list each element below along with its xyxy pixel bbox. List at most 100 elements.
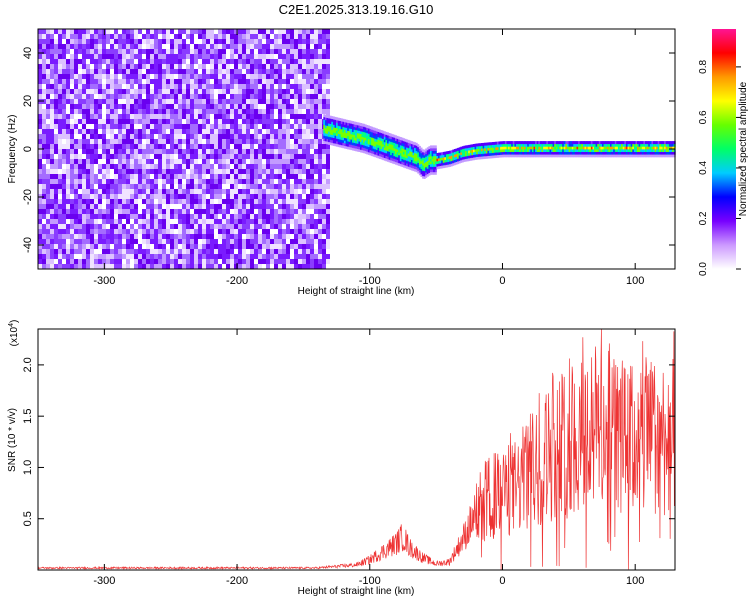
spectrogram-cell xyxy=(363,147,366,151)
spectrogram-cell xyxy=(501,141,504,145)
spectrogram-cell xyxy=(385,150,388,154)
spectrogram-cell xyxy=(114,34,118,39)
spectrogram-cell xyxy=(226,109,230,114)
spectrogram-cell xyxy=(430,158,432,162)
spectrogram-cell xyxy=(318,79,322,84)
spectrogram-cell xyxy=(302,49,306,54)
spectrogram-cell xyxy=(282,219,286,224)
spectrogram-cell xyxy=(170,174,174,179)
spectrogram-cell xyxy=(182,229,186,234)
spectrogram-cell xyxy=(322,244,326,249)
spectrogram-cell xyxy=(194,54,198,59)
spectrogram-cell xyxy=(186,159,190,164)
spectrogram-cell xyxy=(322,239,326,244)
spectrogram-cell xyxy=(78,79,82,84)
spectrogram-cell xyxy=(500,146,503,150)
spectrogram-cell xyxy=(82,249,86,254)
spectrogram-cell xyxy=(110,249,114,254)
spectrogram-cell xyxy=(218,109,222,114)
spectrogram-cell xyxy=(653,141,655,145)
spectrogram-cell xyxy=(396,151,399,155)
spectrogram-cell xyxy=(549,143,552,147)
spectrogram-cell xyxy=(516,154,518,158)
spectrogram-cell xyxy=(398,155,401,158)
spectrogram-cell xyxy=(90,129,94,134)
spectrogram-cell xyxy=(334,124,337,128)
spectrogram-cell xyxy=(266,229,270,234)
spectrogram-cell xyxy=(339,123,342,127)
spectrogram-cell xyxy=(58,49,62,54)
spectrogram-cell xyxy=(90,214,94,219)
spectrogram-cell xyxy=(150,124,154,129)
spectrogram-cell xyxy=(380,140,383,144)
spectrogram-cell xyxy=(250,59,254,64)
spectrogram-cell xyxy=(166,119,170,124)
spectrogram-cell xyxy=(222,69,226,74)
spectrogram-cell xyxy=(134,134,138,139)
spectrogram-cell xyxy=(194,144,198,149)
spectrogram-cell xyxy=(298,89,302,94)
spectrogram-cell xyxy=(190,79,194,84)
spectrogram-cell xyxy=(234,244,238,249)
spectrogram-cell xyxy=(190,69,194,74)
spectrogram-cell xyxy=(595,149,598,152)
spectrogram-cell xyxy=(286,229,290,234)
spectrogram-cell xyxy=(423,165,426,169)
spectrogram-cell xyxy=(58,239,62,244)
spectrogram-cell xyxy=(126,119,130,124)
spectrogram-cell xyxy=(314,44,318,49)
spectrogram-cell xyxy=(369,139,372,143)
spectrogram-cell xyxy=(170,79,174,84)
spectrogram-cell xyxy=(238,199,242,204)
spectrogram-cell xyxy=(262,209,266,214)
spectrogram-cell xyxy=(254,114,258,119)
spectrogram-cell xyxy=(638,154,641,158)
spectrogram-cell xyxy=(74,214,78,219)
spectrogram-cell xyxy=(126,94,130,99)
spectrogram-cell xyxy=(672,143,675,147)
spectrogram-cell xyxy=(369,144,372,148)
spectrogram-cell xyxy=(142,129,146,134)
spectrogram-cell xyxy=(50,209,54,214)
spectrogram-cell xyxy=(54,179,58,184)
spectrogram-cell xyxy=(469,155,472,159)
spectrogram-cell xyxy=(210,209,214,214)
spectrogram-cell xyxy=(206,209,210,214)
spectrogram-cell xyxy=(474,146,477,150)
spectrogram-cell xyxy=(142,109,146,114)
spectrogram-cell xyxy=(114,219,118,224)
spectrogram-cell xyxy=(82,44,86,49)
spectrogram-cell xyxy=(547,151,550,155)
spectrogram-cell xyxy=(166,99,170,104)
spectrogram-cell xyxy=(380,148,383,152)
spectrogram-cell xyxy=(563,141,566,145)
spectrogram-cell xyxy=(369,152,372,156)
spectrogram-cell xyxy=(250,109,254,114)
spectrogram-cell xyxy=(428,172,431,176)
spectrogram-cell xyxy=(646,143,649,147)
spectrogram-cell xyxy=(150,239,154,244)
spectrogram-cell xyxy=(194,89,198,94)
spectrogram-cell xyxy=(86,244,90,249)
spectrogram-cell xyxy=(363,137,366,140)
spectrogram-cell xyxy=(82,134,86,139)
spectrogram-cell xyxy=(340,144,343,148)
spectrogram-cell xyxy=(118,259,122,264)
spectrogram-cell xyxy=(657,154,660,158)
spectrogram-cell xyxy=(230,44,234,49)
spectrogram-cell xyxy=(428,169,431,173)
spectrogram-cell xyxy=(118,39,122,44)
spectrogram-cell xyxy=(122,154,126,159)
spectrogram-cell xyxy=(430,171,432,175)
spectrogram-cell xyxy=(380,151,383,155)
spectrogram-cell xyxy=(106,39,110,44)
spectrogram-cell xyxy=(667,149,670,152)
spectrogram-cell xyxy=(278,194,282,199)
spectrogram-cell xyxy=(530,151,533,155)
spectrogram-cell xyxy=(329,131,332,135)
spectrogram-cell xyxy=(302,29,306,34)
spectrogram-cell xyxy=(525,151,528,155)
spectrogram-cell xyxy=(250,244,254,249)
spectrogram-cell xyxy=(337,117,340,121)
